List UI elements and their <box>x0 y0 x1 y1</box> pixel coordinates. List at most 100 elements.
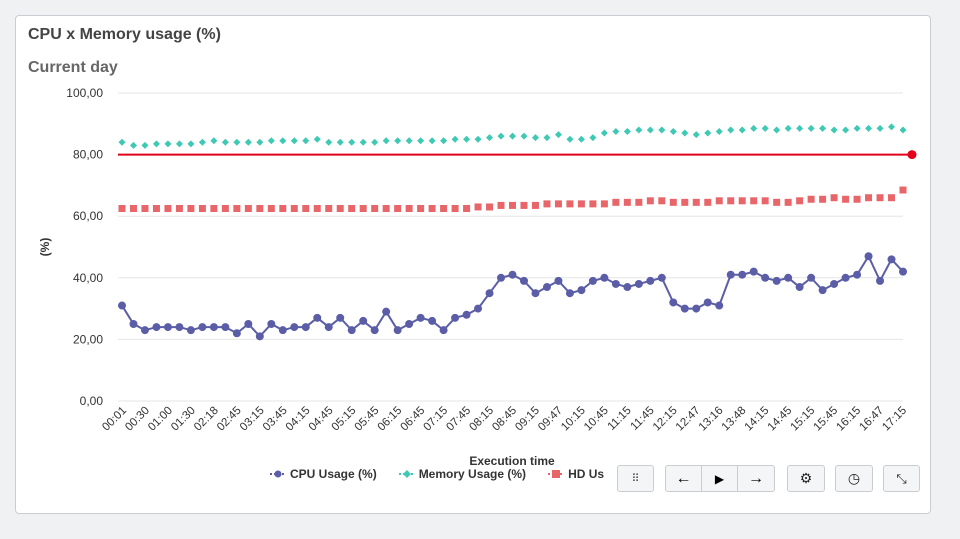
y-tick-label: 60,00 <box>73 209 103 223</box>
x-tick-label: 05:15 <box>330 405 359 434</box>
play-button[interactable]: ▶ <box>702 466 738 491</box>
memory-data-point <box>704 129 712 137</box>
hd-data-point <box>336 205 344 212</box>
cpu-data-point <box>209 323 218 332</box>
x-tick-label: 03:15 <box>238 405 267 434</box>
settings-button[interactable]: ⚙ <box>787 465 825 492</box>
hd-data-point <box>302 205 310 212</box>
hd-data-point <box>474 203 482 211</box>
cpu-data-point <box>600 273 609 282</box>
series-memory <box>118 123 907 149</box>
memory-data-point <box>738 126 746 134</box>
hd-data-point <box>865 194 873 202</box>
previous-button[interactable]: ← <box>666 466 702 491</box>
hd-data-point <box>554 200 562 208</box>
hd-data-point <box>198 205 206 212</box>
x-tick-label: 09:47 <box>536 405 565 434</box>
drag-handle-button[interactable]: ⠿ <box>617 465 654 492</box>
hd-data-point <box>577 200 585 208</box>
cpu-data-point <box>853 270 862 279</box>
memory-data-point <box>175 140 183 148</box>
cpu-data-point <box>703 298 712 307</box>
memory-data-point <box>899 126 907 134</box>
memory-data-point <box>348 138 356 146</box>
cpu-data-point <box>887 255 896 264</box>
memory-data-point <box>233 138 241 146</box>
cpu-data-point <box>175 323 184 332</box>
cpu-data-point <box>313 313 322 322</box>
hd-data-point <box>807 195 815 203</box>
cpu-data-point <box>290 323 299 332</box>
legend-item-hd[interactable]: HD Us <box>548 467 604 481</box>
history-button[interactable]: ◷ <box>835 465 873 492</box>
memory-data-point <box>888 123 896 131</box>
hd-data-point <box>646 197 654 205</box>
hd-data-point <box>796 197 804 205</box>
legend-label-memory: Memory Usage (%) <box>418 467 527 481</box>
x-tick-labels: 00:0100:3001:0001:3002:1802:4503:1503:45… <box>100 405 909 434</box>
legend-item-memory[interactable]: Memory Usage (%) <box>398 467 527 481</box>
cpu-data-point <box>795 283 804 292</box>
next-button[interactable]: → <box>738 466 774 491</box>
hd-data-point <box>612 198 620 206</box>
x-tick-label: 10:15 <box>559 405 588 434</box>
memory-data-point <box>554 131 562 139</box>
hd-data-point <box>256 205 264 212</box>
cpu-data-point <box>359 316 368 325</box>
hd-data-point <box>784 198 792 206</box>
memory-data-point <box>497 132 505 140</box>
series-cpu <box>118 252 907 341</box>
hd-data-point <box>623 198 631 206</box>
cpu-data-point <box>749 267 758 276</box>
legend-item-cpu[interactable]: CPU Usage (%) <box>270 467 377 481</box>
cpu-data-point <box>864 252 873 261</box>
hd-data-point <box>451 205 459 212</box>
x-tick-label: 04:45 <box>307 405 336 434</box>
collapse-icon: ⤡ <box>896 470 907 486</box>
cpu-data-point <box>669 298 678 307</box>
cpu-data-point <box>531 289 540 298</box>
memory-data-point <box>118 138 126 146</box>
x-tick-label: 13:48 <box>720 405 749 434</box>
hd-data-point <box>175 205 183 212</box>
x-tick-label: 08:15 <box>467 405 496 434</box>
cpu-data-point <box>830 279 839 288</box>
memory-data-point <box>509 132 516 140</box>
cpu-data-point <box>657 273 666 282</box>
hd-data-point <box>233 205 241 212</box>
x-tick-label: 05:45 <box>353 405 382 434</box>
hd-data-point <box>359 205 367 212</box>
hd-data-point <box>244 205 252 212</box>
playback-controls: ← ▶ → <box>665 465 775 492</box>
cpu-data-point <box>462 310 471 319</box>
x-tick-label: 09:15 <box>513 405 542 434</box>
cpu-data-point <box>439 326 448 335</box>
x-tick-label: 02:18 <box>192 405 221 434</box>
collapse-button[interactable]: ⤡ <box>883 465 920 492</box>
cpu-data-point <box>129 320 138 328</box>
memory-data-point <box>865 124 873 132</box>
y-tick-label: 80,00 <box>73 148 103 162</box>
hd-data-point <box>876 194 884 202</box>
hd-data-point <box>853 195 861 203</box>
hd-data-point <box>428 205 436 212</box>
memory-data-point <box>577 135 585 143</box>
cpu-data-point <box>611 279 620 288</box>
memory-data-point <box>761 124 769 132</box>
cpu-data-point <box>726 270 735 279</box>
cpu-data-point <box>267 320 276 328</box>
cpu-data-point <box>761 273 770 282</box>
cpu-data-point <box>428 316 437 325</box>
memory-data-point <box>715 128 723 135</box>
arrow-right-icon: → <box>748 469 764 487</box>
hd-data-point <box>440 205 448 212</box>
diamond-marker-icon <box>398 470 415 478</box>
cpu-data-point <box>876 276 885 285</box>
hd-data-point <box>267 205 275 212</box>
hd-data-point <box>842 195 850 203</box>
memory-data-point <box>244 138 252 146</box>
memory-data-point <box>359 138 367 146</box>
y-axis-label: (%) <box>38 238 52 257</box>
cpu-data-point <box>588 276 597 285</box>
memory-data-point <box>336 138 344 146</box>
